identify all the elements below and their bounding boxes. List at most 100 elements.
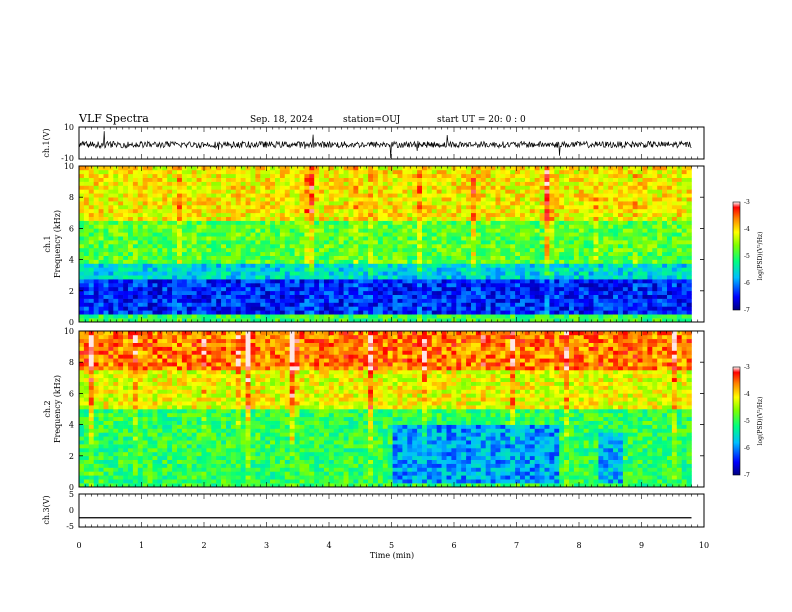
spectrogram-cell [338, 279, 344, 284]
spectrogram-cell [83, 259, 90, 264]
spectrogram-cell [539, 286, 545, 292]
spectrogram-cell [520, 189, 526, 194]
spectrogram-cell [299, 240, 305, 245]
spectrogram-cell [299, 259, 305, 264]
spectrogram-cell [270, 283, 276, 288]
spectrogram-cell [382, 173, 388, 178]
spectrogram-cell [426, 185, 433, 190]
spectrogram-cell [113, 298, 119, 303]
spectrogram-cell [657, 173, 663, 178]
spectrogram-cell [490, 189, 496, 194]
spectrogram-cell [495, 298, 501, 303]
spectrogram-cell [147, 212, 153, 217]
spectrogram-cell [167, 302, 173, 307]
spectrogram-cell [157, 298, 163, 303]
spectrogram-cell [167, 177, 173, 182]
spectrogram-cell [671, 212, 678, 217]
spectrogram-cell [490, 263, 496, 268]
spectrogram-cell [573, 302, 580, 307]
spectrogram-cell [495, 283, 501, 288]
spectrogram-cell [304, 294, 310, 299]
spectrogram-cell [328, 290, 335, 295]
spectrogram-cell [324, 247, 330, 253]
spectrogram-cell [113, 228, 119, 233]
spectrogram-cell [627, 212, 633, 217]
spectrogram-cell [373, 283, 379, 288]
spectrogram-cell [446, 251, 452, 256]
spectrogram-cell [637, 275, 643, 280]
spectrogram-cell [309, 216, 315, 221]
spectrogram-cell [235, 228, 241, 233]
spectrogram-cell [123, 279, 129, 284]
spectrogram-cell [348, 267, 354, 272]
spectrogram-cell [137, 189, 143, 194]
spectrogram-cell [83, 286, 90, 292]
spectrogram-cell [461, 298, 467, 303]
spectrogram-cell [103, 193, 109, 198]
spectrogram-cell [98, 193, 104, 198]
spectrogram-cell [387, 240, 393, 245]
spectrogram-cell [304, 232, 310, 237]
spectrogram-cell [510, 208, 516, 214]
spectrogram-cell [387, 279, 393, 284]
spectrogram-cell [534, 181, 540, 186]
spectrogram-cell [309, 290, 315, 295]
spectrogram-cell [554, 251, 560, 256]
spectrogram-cell [128, 205, 134, 210]
spectrogram-cell [407, 271, 413, 276]
spectrogram-cell [157, 201, 163, 206]
spectrogram-cell [431, 166, 437, 171]
spectrogram-cell [466, 279, 472, 284]
spectrogram-cell [392, 208, 398, 214]
spectrogram-cell [245, 306, 251, 311]
spectrogram-cell [407, 193, 413, 198]
spectrogram-cell [265, 236, 271, 241]
spectrogram-cell [583, 271, 589, 276]
spectrogram-cell [667, 255, 673, 260]
spectrogram-cell [191, 275, 197, 280]
spectrogram-cell [240, 220, 246, 225]
spectrogram-cell [289, 306, 295, 311]
spectrogram-cell [475, 298, 482, 303]
spectrogram-cell [524, 283, 531, 288]
spectrogram-cell [593, 173, 599, 178]
spectrogram-cell [191, 181, 197, 186]
spectrogram-cell [613, 294, 619, 299]
spectrogram-cell [353, 251, 359, 256]
spectrogram-cell [118, 173, 124, 178]
spectrogram-cell [343, 166, 349, 171]
spectrogram-cell [284, 236, 290, 241]
spectrogram-cell [652, 189, 658, 194]
spectrogram-cell [505, 193, 511, 198]
spectrogram-cell [123, 197, 129, 202]
spectrogram-cell [549, 189, 555, 194]
spectrogram-cell [593, 302, 599, 307]
spectrogram-cell [304, 166, 310, 171]
spectrogram-cell [123, 212, 129, 217]
spectrogram-cell [515, 271, 521, 276]
spectrogram-cell [98, 255, 104, 260]
spectrogram-cell [240, 259, 246, 264]
spectrogram-cell [520, 283, 526, 288]
spectrogram-cell [510, 236, 516, 241]
spectrogram-cell [235, 310, 241, 315]
spectrogram-cell [230, 189, 237, 194]
spectrogram-cell [451, 216, 457, 221]
spectrogram-cell [216, 232, 222, 237]
spectrogram-cell [186, 244, 192, 249]
spectrogram-cell [627, 318, 633, 323]
spectrogram-cell [172, 185, 178, 190]
spectrogram-cell [260, 255, 266, 260]
spectrogram-cell [520, 306, 526, 311]
spectrogram-cell [500, 216, 506, 221]
spectrogram-cell [216, 314, 222, 319]
spectrogram-cell [618, 169, 624, 175]
spectrogram-cell [662, 228, 668, 233]
spectrogram-cell [426, 279, 433, 284]
spectrogram-cell [422, 177, 428, 182]
spectrogram-cell [128, 314, 134, 319]
spectrogram-cell [642, 189, 648, 194]
spectrogram-cell [113, 259, 119, 264]
spectrogram-cell [137, 240, 143, 245]
